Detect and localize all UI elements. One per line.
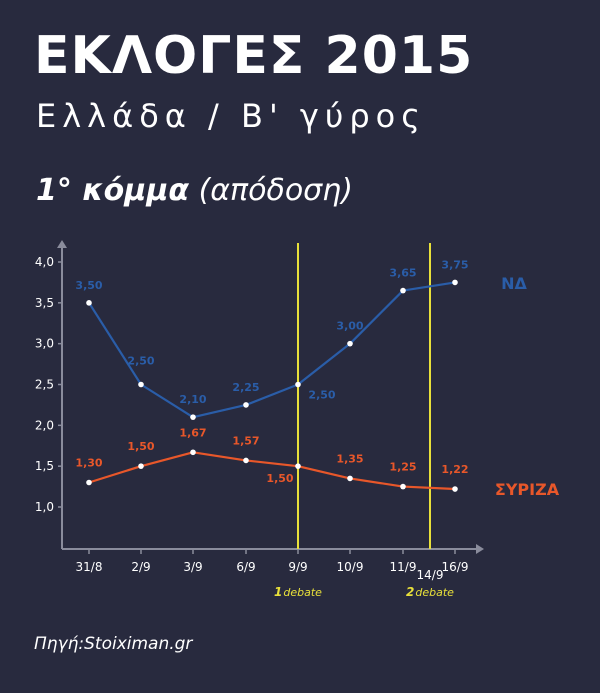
data-label: 2,25 bbox=[232, 381, 259, 394]
x-tick-label: 11/9 bbox=[390, 560, 417, 574]
data-point bbox=[86, 300, 92, 306]
data-label: 1,50 bbox=[266, 472, 293, 485]
data-label: 3,50 bbox=[75, 279, 102, 292]
x-tick-label: 16/9 bbox=[442, 560, 469, 574]
y-tick-label: 4,0 bbox=[35, 255, 54, 269]
data-label: 1,50 bbox=[127, 440, 154, 453]
y-tick-label: 1,5 bbox=[35, 459, 54, 473]
y-axis-arrow bbox=[57, 240, 67, 248]
chart-axes: 4,0 3,5 3,0 2,5 2,0 1,5 1,0 31/8 2/9 3/9 6/9 9/9 10/… bbox=[35, 240, 484, 582]
data-label: 1,35 bbox=[336, 452, 363, 465]
debate-text: debate bbox=[415, 586, 454, 599]
series-line-syriza bbox=[88, 451, 456, 491]
x-tick-label: 3/9 bbox=[183, 560, 202, 574]
page-subtitle: Ελλάδα / Β' γύρος bbox=[36, 97, 427, 135]
y-tick-label: 2,5 bbox=[35, 378, 54, 392]
chart-heading-bold: 1° κόμμα bbox=[36, 173, 190, 208]
data-label: 1,25 bbox=[389, 461, 416, 474]
data-point bbox=[190, 414, 196, 420]
debate-markers: 1debate 2debate bbox=[274, 243, 454, 599]
series-lines bbox=[86, 279, 458, 492]
data-point bbox=[86, 479, 92, 486]
chart-heading: 1° κόμμα (απόδοση) bbox=[36, 176, 353, 206]
x-tick-label: 31/8 bbox=[76, 560, 103, 574]
data-point bbox=[347, 475, 353, 482]
series-name-nd: ΝΔ bbox=[501, 274, 527, 293]
x-axis-arrow bbox=[476, 544, 484, 554]
data-label: 1,30 bbox=[75, 457, 102, 470]
debate-number: 2 bbox=[406, 585, 414, 599]
data-label: 3,00 bbox=[336, 320, 363, 333]
data-point bbox=[452, 486, 458, 492]
y-tick-label: 3,0 bbox=[35, 337, 54, 351]
data-point bbox=[347, 340, 353, 347]
x-tick-label: 10/9 bbox=[337, 560, 364, 574]
x-tick-label: 6/9 bbox=[236, 560, 255, 574]
data-label: 3,65 bbox=[389, 267, 416, 280]
data-point bbox=[243, 457, 249, 464]
data-point bbox=[138, 463, 144, 469]
series-name-syriza: ΣΥΡΙΖΑ bbox=[495, 480, 560, 499]
series-line-nd bbox=[88, 281, 456, 419]
debate-label: 1debate bbox=[274, 585, 322, 599]
data-point bbox=[295, 381, 301, 388]
y-tick-label: 3,5 bbox=[35, 296, 54, 310]
data-point bbox=[190, 449, 196, 456]
debate-text: debate bbox=[283, 586, 322, 599]
x-tick-label: 9/9 bbox=[288, 560, 307, 574]
x-tick-label: 2/9 bbox=[131, 560, 150, 574]
data-label: 2,50 bbox=[308, 389, 335, 402]
debate-label: 2debate bbox=[406, 585, 454, 599]
data-point bbox=[400, 483, 406, 490]
data-point bbox=[400, 287, 406, 294]
chart-heading-light: (απόδοση) bbox=[198, 173, 353, 208]
data-label: 2,50 bbox=[127, 355, 154, 368]
data-label: 1,22 bbox=[441, 463, 468, 476]
data-label: 2,10 bbox=[179, 393, 206, 406]
y-tick-label: 1,0 bbox=[35, 500, 54, 514]
data-label: 3,75 bbox=[441, 258, 468, 271]
data-labels: 3,50 2,50 2,10 2,25 2,50 3,00 3,65 3,75 ΝΔ 1,30 1,… bbox=[75, 258, 559, 499]
debate-number: 1 bbox=[274, 585, 282, 599]
data-label: 1,57 bbox=[232, 434, 259, 447]
data-point bbox=[452, 279, 458, 286]
data-point bbox=[295, 463, 301, 469]
y-tick-label: 2,0 bbox=[35, 418, 54, 432]
data-label: 1,67 bbox=[179, 426, 206, 439]
data-point bbox=[138, 381, 144, 388]
source-note: Πηγή:Stoiximan.gr bbox=[34, 634, 193, 654]
data-point bbox=[243, 402, 249, 408]
page-title: ΕΚΛΟΓΕΣ 2015 bbox=[34, 26, 474, 86]
x-tick-label-extra: 14/9 bbox=[417, 568, 444, 582]
